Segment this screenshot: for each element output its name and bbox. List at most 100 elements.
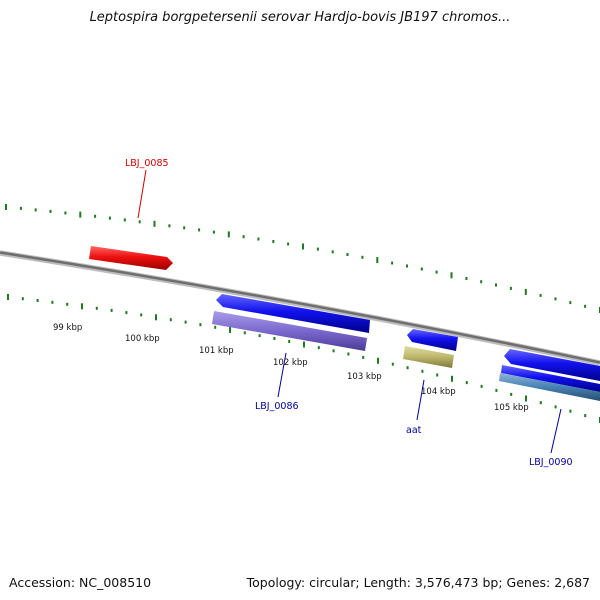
minor-tick bbox=[554, 297, 557, 301]
minor-tick bbox=[391, 261, 394, 265]
minor-tick bbox=[361, 255, 364, 259]
major-tick bbox=[79, 211, 82, 218]
accession: Accession: NC_008510 bbox=[9, 575, 152, 590]
label-lbj-0090[interactable]: LBJ_0090 bbox=[529, 457, 573, 468]
minor-tick bbox=[273, 337, 276, 340]
minor-tick bbox=[257, 237, 260, 241]
minor-tick bbox=[288, 340, 291, 343]
gene-aat[interactable] bbox=[407, 329, 458, 351]
minor-tick bbox=[539, 293, 542, 297]
kbp-label: 101 kbp bbox=[199, 346, 234, 356]
minor-tick bbox=[138, 220, 141, 224]
minor-tick bbox=[21, 297, 24, 301]
minor-tick bbox=[64, 211, 67, 215]
minor-tick bbox=[242, 235, 245, 239]
map-title: Leptospira borgpetersenii serovar Hardjo… bbox=[89, 10, 511, 25]
major-tick bbox=[451, 375, 453, 382]
genome-summary: Topology: circular; Length: 3,576,473 bp… bbox=[246, 575, 590, 590]
minor-tick bbox=[465, 381, 468, 385]
minor-tick bbox=[184, 320, 187, 324]
kbp-label: 99 kbp bbox=[53, 323, 82, 333]
major-tick bbox=[227, 231, 230, 238]
minor-tick bbox=[212, 230, 215, 234]
minor-tick bbox=[214, 325, 217, 329]
minor-tick bbox=[140, 313, 143, 317]
gene-lbj-0086[interactable] bbox=[216, 294, 370, 333]
leader-lbj-0086 bbox=[277, 352, 287, 398]
minor-tick bbox=[272, 240, 275, 243]
minor-tick bbox=[480, 280, 483, 284]
minor-tick bbox=[34, 208, 37, 212]
minor-tick bbox=[243, 331, 246, 335]
major-tick bbox=[524, 288, 527, 295]
minor-tick bbox=[110, 308, 113, 312]
label-lbj-0086[interactable]: LBJ_0086 bbox=[255, 401, 299, 412]
major-tick bbox=[155, 314, 157, 321]
minor-tick bbox=[316, 247, 319, 251]
minor-tick bbox=[346, 253, 349, 256]
minor-tick bbox=[584, 414, 587, 418]
major-tick bbox=[7, 294, 9, 300]
leader-lbj-0090 bbox=[550, 408, 562, 454]
gene-aat-product[interactable] bbox=[403, 346, 454, 368]
minor-tick bbox=[36, 299, 39, 302]
minor-tick bbox=[495, 283, 497, 287]
minor-tick bbox=[391, 362, 394, 366]
gene-lbj-0090-product[interactable] bbox=[499, 373, 600, 401]
minor-tick bbox=[332, 349, 335, 353]
major-tick bbox=[5, 204, 7, 210]
minor-tick bbox=[168, 224, 171, 228]
minor-tick bbox=[509, 286, 512, 290]
major-tick bbox=[229, 327, 231, 333]
tick-rings bbox=[5, 204, 600, 423]
minor-tick bbox=[495, 388, 498, 392]
minor-tick bbox=[66, 302, 69, 306]
minor-tick bbox=[258, 334, 261, 338]
gene-lbj-0090-strand[interactable] bbox=[501, 365, 600, 392]
kbp-label: 103 kbp bbox=[347, 372, 382, 382]
minor-tick bbox=[125, 311, 128, 315]
major-tick bbox=[377, 357, 379, 364]
minor-tick bbox=[198, 228, 201, 232]
major-tick bbox=[81, 303, 83, 310]
label-aat[interactable]: aat bbox=[406, 425, 422, 436]
gene-lbj-0085[interactable] bbox=[89, 246, 173, 270]
minor-tick bbox=[421, 369, 424, 373]
minor-tick bbox=[480, 384, 483, 388]
minor-tick bbox=[287, 242, 290, 246]
minor-tick bbox=[554, 405, 557, 409]
gene-lbj-0090[interactable] bbox=[504, 349, 600, 381]
minor-tick bbox=[569, 409, 572, 413]
major-tick bbox=[525, 395, 527, 402]
minor-tick bbox=[94, 214, 97, 218]
minor-tick bbox=[123, 218, 126, 222]
minor-tick bbox=[317, 346, 320, 350]
minor-tick bbox=[584, 304, 587, 308]
major-tick bbox=[376, 257, 379, 264]
major-tick bbox=[302, 243, 304, 250]
minor-tick bbox=[539, 401, 542, 405]
minor-tick bbox=[362, 355, 365, 359]
minor-tick bbox=[331, 250, 334, 254]
major-tick bbox=[153, 220, 156, 227]
major-tick bbox=[450, 272, 453, 279]
minor-tick bbox=[406, 366, 409, 370]
minor-tick bbox=[436, 373, 439, 377]
label-lbj-0085[interactable]: LBJ_0085 bbox=[125, 158, 169, 169]
minor-tick bbox=[169, 318, 172, 322]
minor-tick bbox=[510, 392, 513, 396]
leader-lbj-0085 bbox=[137, 169, 147, 219]
kbp-label: 100 kbp bbox=[125, 334, 160, 344]
minor-tick bbox=[51, 300, 54, 304]
minor-tick bbox=[108, 216, 111, 220]
minor-tick bbox=[465, 277, 468, 280]
kbp-label: 104 kbp bbox=[421, 387, 456, 397]
minor-tick bbox=[199, 323, 202, 327]
major-tick bbox=[303, 341, 305, 348]
minor-tick bbox=[347, 352, 350, 356]
minor-tick bbox=[19, 206, 22, 210]
minor-tick bbox=[420, 267, 423, 271]
minor-tick bbox=[183, 226, 186, 230]
gene-lbj-0086-product[interactable] bbox=[212, 311, 367, 351]
